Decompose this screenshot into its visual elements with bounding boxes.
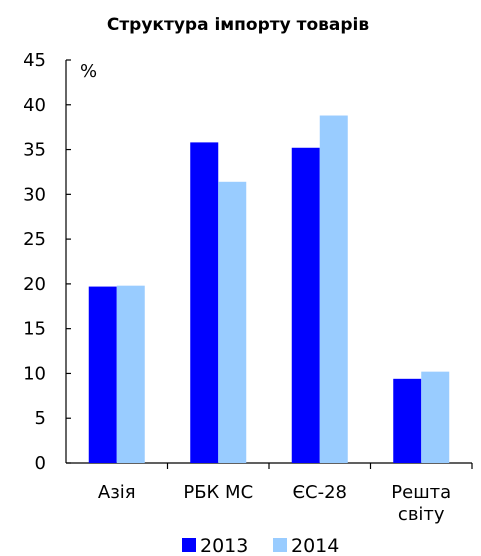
y-tick-label: 30 bbox=[23, 184, 46, 205]
y-tick-label: 0 bbox=[35, 453, 46, 474]
y-tick-label: 45 bbox=[23, 50, 46, 71]
bar-2014-3 bbox=[421, 371, 450, 463]
bar-2013-3 bbox=[393, 378, 422, 463]
axes: 0 5 10 15 20 25 30 35 40 45% bbox=[23, 50, 473, 474]
bar-2013-1 bbox=[190, 142, 219, 463]
bar-2013-2 bbox=[291, 147, 320, 463]
bar-2014-2 bbox=[319, 115, 348, 463]
y-tick-label: 40 bbox=[23, 95, 46, 116]
y-tick-label: 20 bbox=[23, 274, 46, 295]
legend-swatch-2013 bbox=[182, 538, 196, 552]
bars bbox=[88, 115, 450, 463]
chart-title: Структура імпорту товарів bbox=[107, 15, 370, 35]
legend-label-2014: 2014 bbox=[291, 535, 339, 556]
category-label: ЄС-28 bbox=[292, 482, 347, 503]
legend-label-2013: 2013 bbox=[200, 535, 248, 556]
legend-swatch-2014 bbox=[273, 538, 287, 552]
y-tick-label: 10 bbox=[23, 363, 46, 384]
bar-2014-1 bbox=[218, 181, 247, 463]
category-label: РБК МС bbox=[183, 482, 253, 503]
y-tick-label: 25 bbox=[23, 229, 46, 250]
category-label: світу bbox=[398, 504, 445, 525]
legend: 2013 2014 bbox=[182, 535, 339, 556]
category-label: Решта bbox=[391, 482, 451, 503]
bar-2013-0 bbox=[88, 286, 117, 463]
y-tick-label: 5 bbox=[35, 408, 46, 429]
category-label: Азія bbox=[98, 482, 136, 503]
y-tick-label: 35 bbox=[23, 140, 46, 161]
y-axis-unit: % bbox=[80, 61, 97, 82]
bar-2014-0 bbox=[116, 285, 145, 463]
y-tick-label: 15 bbox=[23, 319, 46, 340]
